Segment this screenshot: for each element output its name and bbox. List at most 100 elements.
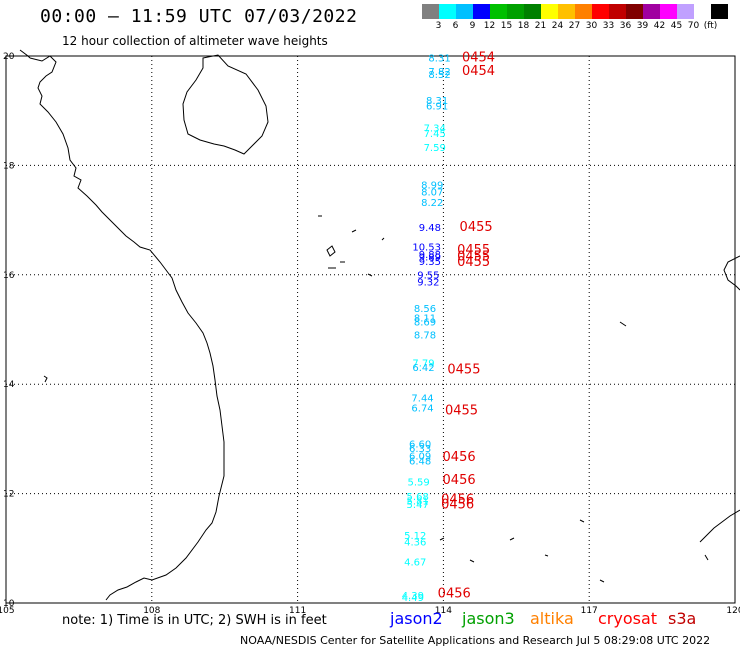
wave-height-value: 8.31 bbox=[426, 96, 448, 107]
color-scale-label: 45 bbox=[670, 21, 683, 31]
lon-tick-label: 111 bbox=[289, 606, 306, 616]
pass-time-label: 0456 bbox=[443, 473, 476, 488]
pass-time-label: 0456 bbox=[438, 587, 471, 602]
color-swatch bbox=[677, 4, 694, 19]
color-swatch bbox=[507, 4, 524, 19]
wave-height-value: 5.68 bbox=[407, 492, 429, 503]
color-scale-label: 24 bbox=[551, 21, 564, 31]
wave-height-value: 8.69 bbox=[414, 318, 436, 329]
lat-tick-label: 18 bbox=[3, 161, 15, 171]
color-scale-label: 15 bbox=[500, 21, 513, 31]
color-scale-label: 21 bbox=[534, 21, 547, 31]
wave-height-value: 5.59 bbox=[408, 477, 430, 488]
color-swatch bbox=[490, 4, 507, 19]
pass-time-label: 0455 bbox=[445, 403, 478, 418]
wave-height-value: 9.32 bbox=[417, 278, 439, 289]
wave-height-value: 6.09 bbox=[409, 452, 431, 463]
lat-lon-grid bbox=[5, 55, 736, 604]
wave-height-value: 7.79 bbox=[412, 359, 434, 370]
wave-height-value: 9.35 bbox=[419, 257, 441, 268]
wave-height-value: 9.55 bbox=[417, 271, 439, 282]
coastal-island bbox=[43, 375, 48, 383]
wave-height-value: 6.48 bbox=[409, 457, 431, 468]
pass-time-label: 0456 bbox=[441, 492, 474, 507]
wave-height-value: 6.74 bbox=[411, 404, 433, 415]
color-swatch bbox=[660, 4, 677, 19]
wave-height-value: 4.36 bbox=[404, 538, 426, 549]
wave-height-value: 6.33 bbox=[409, 444, 431, 455]
wave-height-value: 7.44 bbox=[411, 394, 433, 405]
pass-time-label: 0454 bbox=[462, 50, 495, 65]
color-scale-label: 33 bbox=[602, 21, 615, 31]
pass-time-label: 0455 bbox=[457, 243, 490, 258]
satellite-altika: altika bbox=[530, 609, 574, 628]
pass-time-label: 0455 bbox=[457, 250, 490, 265]
pass-time-label: 0456 bbox=[441, 497, 474, 512]
color-swatch bbox=[456, 4, 473, 19]
pass-time-label: 0456 bbox=[443, 450, 476, 465]
page-title: 00:00 – 11:59 UTC 07/03/2022 bbox=[40, 6, 358, 27]
wave-height-value: 7.82 bbox=[428, 67, 450, 78]
wave-height-value: 8.31 bbox=[428, 53, 450, 64]
color-scale-label: 39 bbox=[636, 21, 649, 31]
color-swatch bbox=[694, 4, 711, 19]
satellite-jason3: jason3 bbox=[462, 609, 515, 628]
lat-tick-label: 16 bbox=[3, 271, 15, 281]
satellite-cryosat: cryosat bbox=[598, 609, 658, 628]
color-swatch bbox=[541, 4, 558, 19]
wave-height-value: 7.59 bbox=[424, 143, 446, 154]
wave-height-value: 8.11 bbox=[414, 313, 436, 324]
wave-height-value: 4.49 bbox=[402, 593, 424, 604]
wave-height-value: 8.78 bbox=[414, 330, 436, 341]
hainan-island bbox=[182, 54, 269, 155]
wave-height-value: 10.53 bbox=[412, 243, 441, 254]
color-swatch bbox=[575, 4, 592, 19]
color-swatch bbox=[609, 4, 626, 19]
paracel-islands bbox=[318, 215, 385, 277]
pass-time-label: 0454 bbox=[462, 64, 495, 79]
color-swatch bbox=[711, 4, 728, 19]
color-scale-label: 18 bbox=[517, 21, 530, 31]
wave-height-value: 6.42 bbox=[412, 363, 434, 374]
wave-height-value: 8.07 bbox=[421, 187, 443, 198]
color-swatch bbox=[626, 4, 643, 19]
color-swatch bbox=[473, 4, 490, 19]
color-swatch bbox=[422, 4, 439, 19]
footer-credit: NOAA/NESDIS Center for Satellite Applica… bbox=[240, 634, 711, 647]
wave-height-value: 8.99 bbox=[421, 180, 443, 191]
palawan-coast bbox=[699, 509, 740, 543]
footer-note: note: 1) Time is in UTC; 2) SWH is in fe… bbox=[62, 613, 327, 628]
vietnam-coastline bbox=[29, 55, 225, 601]
lon-tick-label: 120 bbox=[726, 606, 740, 616]
color-swatch bbox=[643, 4, 660, 19]
lon-tick-label: 114 bbox=[435, 606, 452, 616]
mainland-china-edge bbox=[19, 49, 31, 59]
coastline bbox=[19, 49, 740, 601]
wave-height-value: 5.47 bbox=[407, 500, 429, 511]
color-scale-bar bbox=[422, 4, 728, 19]
wave-height-value: 7.34 bbox=[424, 123, 446, 134]
wave-height-value: 9.89 bbox=[419, 253, 441, 264]
color-swatch bbox=[439, 4, 456, 19]
color-scale-label: 27 bbox=[568, 21, 581, 31]
philippines-coast bbox=[723, 255, 740, 291]
wave-height-value: 9.88 bbox=[419, 250, 441, 261]
color-swatch bbox=[558, 4, 575, 19]
wave-height-value: 7.45 bbox=[424, 129, 446, 140]
spratly-islands bbox=[439, 321, 709, 583]
wave-height-value: 4.39 bbox=[402, 591, 424, 602]
color-scale-label: (ft) bbox=[703, 21, 718, 31]
wave-height-value: 5.81 bbox=[407, 497, 429, 508]
color-scale-label: 9 bbox=[469, 21, 476, 31]
wave-height-value: 6.91 bbox=[426, 102, 448, 113]
wave-height-value: 8.22 bbox=[421, 198, 443, 209]
wave-height-value: 8.56 bbox=[414, 304, 436, 315]
lon-tick-label: 105 bbox=[0, 606, 15, 616]
wave-height-value: 9.48 bbox=[419, 223, 441, 234]
color-swatch bbox=[592, 4, 609, 19]
color-scale-label: 70 bbox=[687, 21, 700, 31]
lon-tick-label: 117 bbox=[581, 606, 598, 616]
wave-height-value: 4.67 bbox=[404, 557, 426, 568]
lat-tick-label: 12 bbox=[3, 490, 14, 500]
